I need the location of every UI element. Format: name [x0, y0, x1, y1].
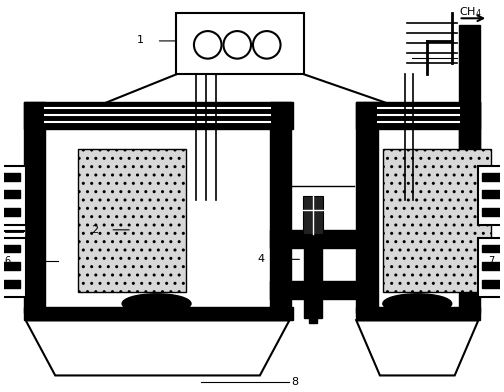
Bar: [0, 208, 20, 216]
Circle shape: [253, 31, 281, 59]
Text: 4: 4: [258, 254, 265, 264]
Text: 7: 7: [488, 256, 494, 266]
Bar: [270, 230, 356, 247]
Ellipse shape: [122, 294, 191, 314]
Bar: [24, 102, 45, 314]
Bar: [0, 191, 20, 198]
Bar: [482, 245, 504, 252]
Bar: [270, 281, 356, 299]
Bar: [309, 299, 317, 323]
Text: 8: 8: [291, 377, 298, 387]
Bar: [0, 280, 20, 288]
Bar: [2, 185, 26, 243]
Polygon shape: [26, 320, 289, 376]
Bar: [4, 189, 24, 240]
Text: 1: 1: [137, 35, 144, 45]
Text: 6: 6: [4, 256, 10, 266]
Text: CH$_4$: CH$_4$: [459, 5, 481, 19]
Bar: [24, 307, 293, 320]
Bar: [0, 245, 20, 252]
Circle shape: [223, 31, 251, 59]
Bar: [482, 208, 504, 216]
Bar: [459, 102, 480, 314]
Bar: [482, 262, 504, 270]
Bar: [356, 102, 480, 129]
Bar: [356, 102, 378, 314]
Bar: [478, 238, 504, 297]
Bar: [176, 13, 304, 74]
Text: 9: 9: [460, 53, 467, 63]
Text: 3: 3: [358, 225, 365, 235]
Polygon shape: [356, 320, 478, 376]
Bar: [356, 307, 480, 320]
Bar: [0, 238, 26, 297]
Text: 2: 2: [91, 225, 98, 235]
Bar: [478, 166, 504, 225]
Bar: [78, 149, 186, 292]
Bar: [303, 196, 323, 234]
Bar: [482, 191, 504, 198]
Bar: [4, 189, 24, 240]
Bar: [0, 173, 20, 181]
Bar: [482, 173, 504, 181]
Bar: [459, 25, 480, 237]
Bar: [24, 102, 293, 129]
Circle shape: [194, 31, 221, 59]
Bar: [482, 280, 504, 288]
Bar: [0, 262, 20, 270]
Bar: [0, 166, 26, 225]
Ellipse shape: [383, 294, 452, 314]
Bar: [383, 149, 491, 292]
Text: 5: 5: [356, 180, 363, 191]
Bar: [304, 230, 322, 318]
Bar: [270, 102, 291, 314]
